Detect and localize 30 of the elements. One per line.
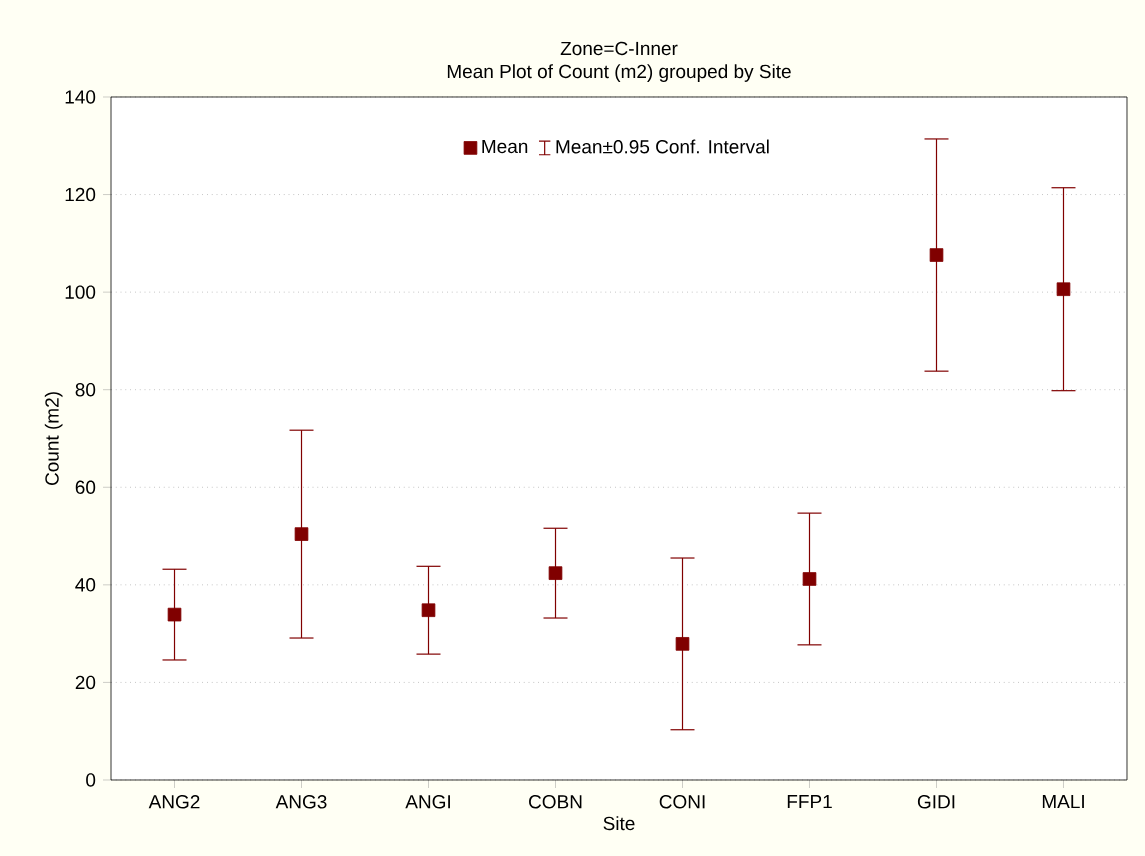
point bbox=[929, 248, 944, 262]
chart-title: Zone=C-Inner bbox=[560, 41, 678, 56]
y-tick-label: 60 bbox=[75, 480, 96, 494]
y-tick-label: 140 bbox=[65, 90, 96, 104]
y-tick-label: 120 bbox=[65, 187, 96, 202]
x-axis-title: Site bbox=[603, 816, 635, 831]
legend-label: Mean bbox=[482, 139, 528, 154]
x-tick-label: CONI bbox=[659, 795, 705, 809]
x-tick-label: FFP1 bbox=[787, 795, 832, 809]
y-tick-label: 0 bbox=[86, 773, 96, 787]
x-tick-label: MALI bbox=[1042, 795, 1084, 809]
chart-subtitle: Mean Plot of Count (m2) grouped by Site bbox=[447, 64, 791, 82]
x-tick-label: GIDI bbox=[917, 795, 955, 809]
y-tick-label: 40 bbox=[75, 578, 96, 592]
y-tick-label: 80 bbox=[75, 382, 96, 397]
point bbox=[294, 527, 309, 541]
point bbox=[548, 566, 563, 580]
point bbox=[167, 607, 182, 622]
y-tick-label: 20 bbox=[75, 675, 96, 690]
x-tick-label: COBN bbox=[529, 795, 582, 809]
annotation: Mean±0.95 Conf. Interval bbox=[556, 139, 769, 154]
x-tick-label: ANG2 bbox=[148, 795, 200, 809]
point bbox=[675, 637, 690, 651]
point bbox=[421, 603, 436, 618]
x-tick-label: ANG3 bbox=[275, 795, 327, 809]
y-tick-label: 100 bbox=[65, 285, 96, 299]
point bbox=[1056, 282, 1071, 296]
y-axis-title: Count (m2) bbox=[44, 392, 63, 486]
x-tick-label: ANGI bbox=[405, 795, 450, 809]
point bbox=[802, 572, 817, 586]
